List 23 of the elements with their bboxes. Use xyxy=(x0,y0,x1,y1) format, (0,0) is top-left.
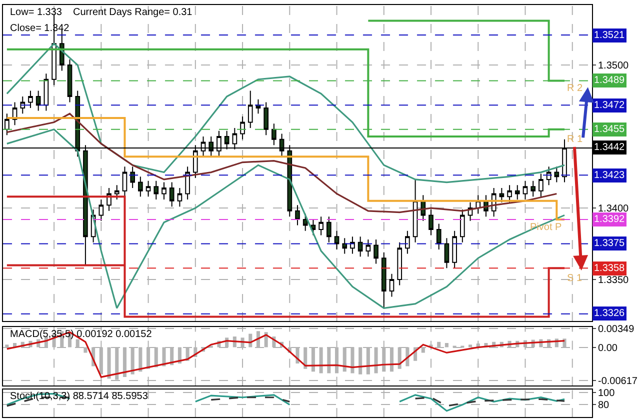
ref-line-label: 1.3392 xyxy=(594,214,626,225)
annotation: Current Days Range= 0.31 xyxy=(73,7,193,18)
y-tick-label: 0.00 xyxy=(598,342,618,354)
ref-line-label: 1.3455 xyxy=(594,124,626,135)
y-tick-label: -0.00617 xyxy=(598,376,638,388)
annotation: S 1 xyxy=(567,273,582,284)
y-tick-label: 1.3500 xyxy=(598,60,630,72)
ref-line-label: 1.3489 xyxy=(594,75,626,86)
ref-line-label: 1.3472 xyxy=(594,100,626,111)
ref-line-label: 1.3521 xyxy=(594,30,626,41)
y-tick-label: 80 xyxy=(598,400,610,412)
annotation: R 1 xyxy=(567,134,583,145)
ref-line-label: 1.3423 xyxy=(594,170,626,181)
annotation: Low= 1.333 xyxy=(10,7,62,18)
ref-line-label: 1.3326 xyxy=(594,308,626,319)
ref-line-label: 1.3358 xyxy=(594,263,626,274)
annotation: R 2 xyxy=(567,83,583,94)
ref-line-label: 1.3442 xyxy=(594,142,626,153)
y-tick-label: 100 xyxy=(598,388,616,399)
y-tick-label: 1.3350 xyxy=(598,275,630,286)
y-tick-label: 0.00349 xyxy=(598,324,635,335)
y-tick-label: 1.3400 xyxy=(598,204,630,215)
ref-line-label: 1.3375 xyxy=(594,238,626,249)
